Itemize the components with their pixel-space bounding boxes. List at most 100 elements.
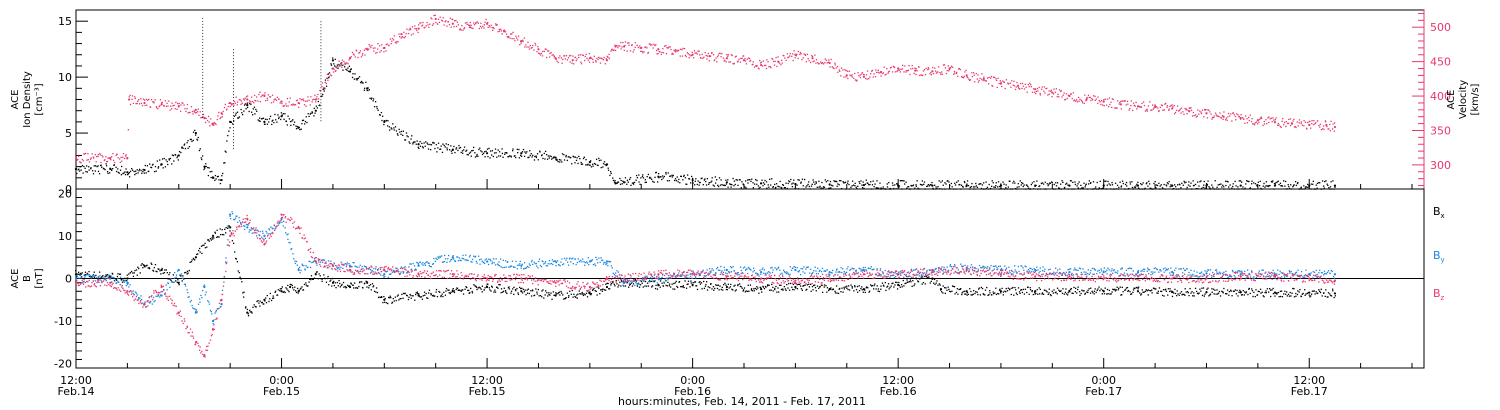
data-point: [126, 277, 129, 280]
data-point: [181, 146, 183, 148]
data-point: [509, 37, 511, 39]
data-point: [463, 27, 466, 29]
data-point: [471, 261, 473, 263]
data-point: [1036, 87, 1039, 90]
data-point: [328, 72, 331, 74]
data-point: [1263, 120, 1265, 123]
data-point: [350, 282, 352, 284]
data-point: [1298, 291, 1300, 293]
data-point: [560, 159, 562, 161]
data-point: [390, 296, 392, 299]
data-point: [389, 295, 391, 297]
data-point: [379, 268, 382, 271]
data-point: [414, 25, 416, 27]
data-point: [142, 170, 144, 173]
data-point: [979, 294, 982, 296]
data-point: [713, 185, 715, 187]
data-point: [922, 70, 925, 72]
data-point: [995, 185, 997, 187]
data-point: [544, 150, 547, 153]
data-point: [1028, 85, 1030, 88]
data-point: [84, 274, 87, 276]
data-point: [1260, 116, 1262, 118]
data-point: [1155, 106, 1157, 109]
data-point: [339, 282, 341, 285]
data-point: [552, 291, 555, 293]
data-point: [990, 75, 993, 78]
data-point: [698, 184, 700, 186]
data-point: [834, 62, 836, 64]
data-point: [1123, 100, 1125, 102]
data-point: [147, 99, 149, 101]
data-point: [80, 272, 82, 275]
data-point: [823, 286, 825, 288]
data-point: [82, 281, 84, 283]
data-point: [400, 133, 402, 135]
data-point: [265, 99, 267, 102]
data-point: [91, 153, 93, 155]
data-point: [818, 180, 820, 182]
data-point: [537, 288, 539, 291]
data-point: [318, 273, 320, 275]
data-point: [433, 257, 435, 260]
data-point: [369, 283, 372, 286]
data-point: [619, 45, 621, 47]
data-point: [487, 263, 490, 266]
data-point: [154, 99, 156, 101]
data-point: [453, 20, 456, 22]
data-point: [1046, 183, 1048, 185]
data-point: [372, 271, 374, 273]
data-point: [515, 35, 517, 37]
data-point: [1077, 96, 1080, 99]
data-point: [1241, 117, 1244, 119]
data-point: [410, 263, 412, 265]
data-point: [306, 285, 308, 287]
data-point: [933, 278, 936, 281]
data-point: [759, 59, 761, 62]
data-point: [1216, 115, 1218, 117]
data-point: [1181, 182, 1183, 184]
data-point: [127, 98, 131, 101]
data-point: [1333, 122, 1336, 124]
data-point: [851, 287, 853, 289]
data-point: [876, 180, 878, 182]
data-point: [144, 104, 146, 107]
data-point: [1263, 296, 1265, 298]
data-point: [246, 102, 248, 104]
data-point: [547, 295, 549, 297]
data-point: [114, 280, 116, 282]
data-point: [356, 78, 359, 80]
data-point: [1111, 106, 1113, 109]
data-point: [1293, 296, 1296, 298]
data-point: [1106, 98, 1109, 100]
data-point: [864, 289, 866, 291]
data-point: [671, 174, 673, 176]
data-point: [478, 259, 481, 261]
data-point: [323, 87, 325, 89]
data-point: [466, 286, 468, 289]
data-point: [1137, 187, 1140, 189]
data-point: [612, 179, 615, 182]
data-point: [1245, 291, 1248, 293]
data-point: [343, 264, 345, 266]
data-point: [224, 150, 226, 152]
data-point: [1194, 183, 1197, 186]
data-point: [449, 17, 451, 19]
data-point: [1251, 180, 1253, 182]
data-point: [1077, 187, 1079, 189]
data-point: [742, 55, 745, 57]
data-point: [395, 130, 398, 132]
data-point: [717, 284, 719, 286]
data-point: [1306, 128, 1308, 130]
data-point: [422, 261, 424, 264]
data-point: [308, 99, 310, 102]
data-point: [1195, 116, 1197, 118]
data-point: [1009, 180, 1011, 182]
data-point: [1041, 292, 1044, 294]
data-point: [1169, 288, 1171, 290]
data-point: [472, 149, 474, 152]
data-point: [382, 274, 384, 277]
data-point: [992, 292, 995, 295]
data-point: [151, 303, 153, 305]
data-point: [379, 296, 382, 299]
